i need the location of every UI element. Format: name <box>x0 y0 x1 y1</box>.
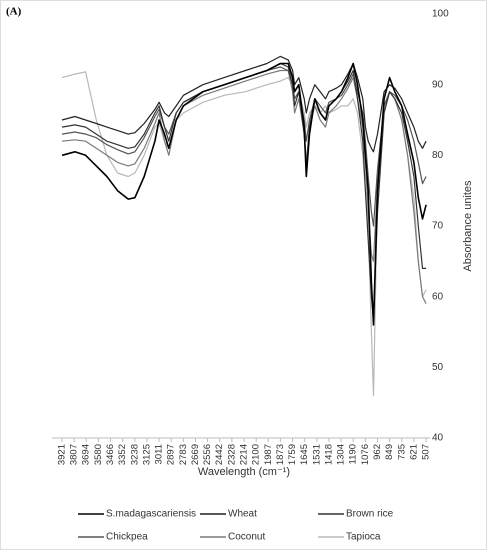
legend-label: Tapioca <box>346 532 381 543</box>
x-tick-label: 621 <box>408 444 419 460</box>
y-tick-label: 70 <box>432 221 444 232</box>
x-tick-label: 1076 <box>360 444 371 465</box>
y-tick-label: 80 <box>432 150 444 161</box>
x-tick-label: 1304 <box>336 444 347 465</box>
x-axis-title: Wavelength (cm⁻¹) <box>198 466 290 478</box>
x-tick-label: 1873 <box>275 444 286 465</box>
x-tick-label: 3352 <box>117 444 128 465</box>
x-tick-label: 3921 <box>57 444 68 465</box>
x-tick-label: 3011 <box>154 444 165 464</box>
line-series <box>61 55 427 153</box>
x-tick-label: 2669 <box>190 444 201 465</box>
x-tick-label: 735 <box>396 444 407 460</box>
legend-label: Chickpea <box>106 532 148 543</box>
x-tick-label: 1987 <box>263 444 274 465</box>
x-tick-label: 2783 <box>178 444 189 465</box>
panel-label: (A) <box>6 6 22 18</box>
x-tick-label: 2328 <box>226 444 237 465</box>
x-tick-label: 1531 <box>311 444 322 465</box>
x-tick-label: 3238 <box>129 444 140 465</box>
x-tick-label: 962 <box>372 444 383 460</box>
x-tick-label: 1759 <box>287 444 298 465</box>
x-tick-label: 507 <box>421 444 432 460</box>
y-tick-label: 40 <box>432 433 444 444</box>
line-series <box>61 62 427 326</box>
y-tick-label: 60 <box>432 291 444 302</box>
legend-label: S.madagascariensis <box>106 509 196 520</box>
x-tick-label: 1418 <box>323 444 334 465</box>
x-tick-label: 3807 <box>69 444 80 465</box>
x-tick-label: 2214 <box>239 444 250 465</box>
x-tick-label: 3694 <box>81 444 92 465</box>
y-tick-label: 100 <box>432 9 449 20</box>
legend-label: Wheat <box>228 509 257 520</box>
x-tick-label: 3125 <box>141 444 152 465</box>
x-tick-label: 2556 <box>202 444 213 465</box>
x-tick-label: 3580 <box>93 444 104 465</box>
x-tick-label: 2897 <box>166 444 177 465</box>
legend-label: Brown rice <box>346 509 394 520</box>
y-tick-label: 90 <box>432 79 444 90</box>
y-tick-label: 50 <box>432 362 444 373</box>
x-tick-label: 1645 <box>299 444 310 465</box>
x-tick-label: 3466 <box>105 444 116 465</box>
legend-label: Coconut <box>228 532 265 543</box>
x-tick-label: 1190 <box>348 444 359 464</box>
x-tick-label: 849 <box>384 444 395 460</box>
x-tick-label: 2442 <box>214 444 225 465</box>
y-axis-title: Absorbance unites <box>462 180 474 272</box>
x-tick-label: 2100 <box>251 444 262 465</box>
